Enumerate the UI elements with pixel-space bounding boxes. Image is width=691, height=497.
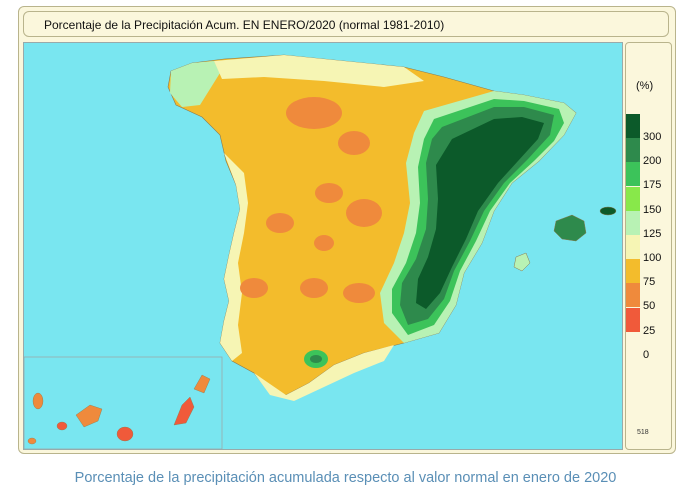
legend-unit: (%) [636, 80, 654, 92]
legend-panel [625, 42, 672, 450]
orange-patch [300, 278, 328, 298]
legend-label: 25 [643, 324, 656, 337]
orange-patch [338, 131, 370, 155]
orange-patch [286, 97, 342, 129]
legend-swatch [626, 138, 640, 163]
canary-island [75, 404, 103, 428]
legend-swatch [626, 259, 640, 284]
legend-label: 0 [643, 348, 650, 361]
orange-patch [346, 199, 382, 227]
legend-label: 200 [643, 155, 662, 168]
portugal-band [220, 153, 248, 361]
legend-label: 150 [643, 203, 662, 216]
orange-patch [315, 183, 343, 203]
canary-island [32, 392, 44, 410]
canary-inset-frame [24, 356, 223, 449]
galicia-green [170, 61, 220, 107]
map-svg [24, 54, 617, 449]
south-band [254, 345, 394, 401]
legend-swatch [626, 307, 640, 332]
legend-label: 125 [643, 227, 662, 240]
map-code: 518 [637, 429, 649, 436]
legend-label: 50 [643, 300, 656, 313]
legend-label: 75 [643, 276, 656, 289]
north-coast-band [214, 55, 424, 87]
menorca [599, 206, 617, 216]
mallorca [553, 214, 587, 242]
legend-swatch [626, 235, 640, 259]
orange-patch [266, 213, 294, 233]
canary-island [173, 396, 195, 426]
east-dark-green [416, 117, 544, 309]
south-green-spot [310, 355, 322, 363]
legend-label: 300 [643, 131, 662, 143]
orange-patch [314, 235, 334, 251]
legend-label: 100 [643, 252, 662, 264]
legend-swatch [626, 283, 640, 308]
orange-patch [240, 278, 268, 298]
canary-island [27, 437, 37, 445]
legend-swatch [626, 186, 640, 211]
legend-label: 175 [643, 179, 662, 192]
legend-swatch [626, 114, 640, 138]
map-title: Porcentaje de la Precipitación Acum. EN … [23, 11, 669, 37]
orange-patch [343, 283, 375, 303]
canary-island [116, 426, 134, 442]
figure-caption: Porcentaje de la precipitación acumulada… [74, 470, 617, 486]
precipitation-map [23, 42, 623, 450]
legend-swatch [626, 162, 640, 187]
legend-swatch [626, 210, 640, 235]
canary-island [56, 421, 68, 431]
canary-island [193, 374, 211, 394]
ibiza [513, 252, 531, 272]
